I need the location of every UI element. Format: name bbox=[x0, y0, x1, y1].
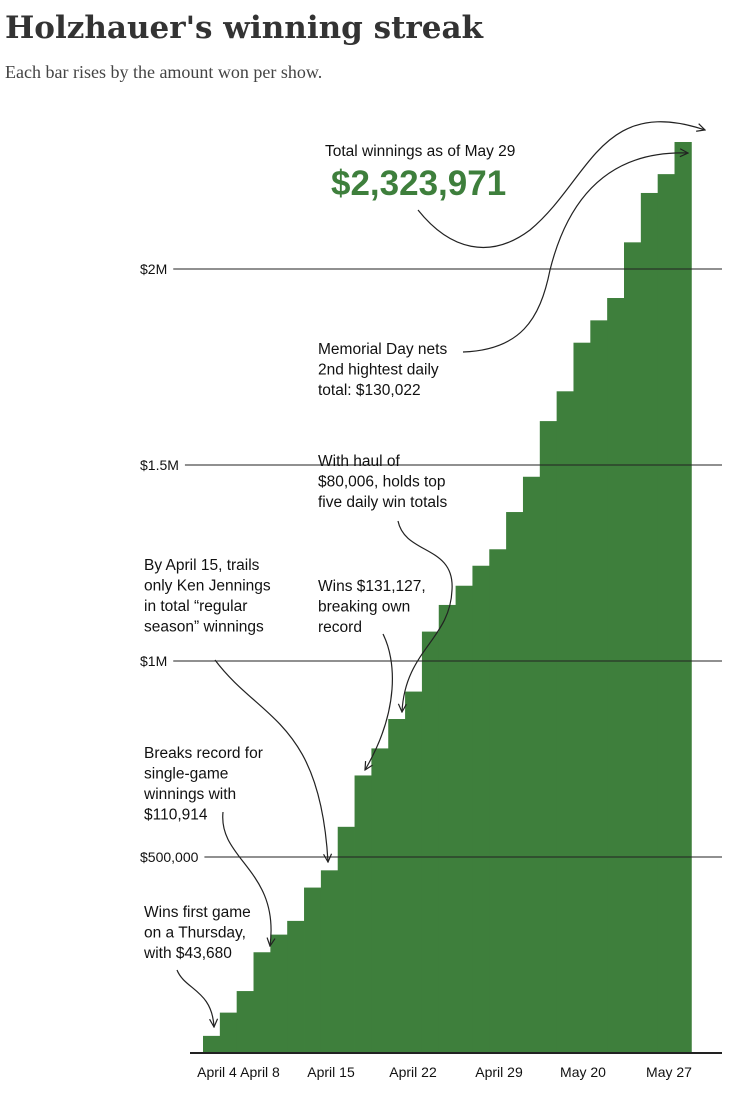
y-tick-label: $1.5M bbox=[140, 457, 179, 473]
annotation-line: total: $130,022 bbox=[318, 382, 421, 399]
bar bbox=[539, 421, 558, 1053]
annotation-line: breaking own bbox=[318, 599, 410, 616]
annotation-record: Breaks record for single-game winnings wit… bbox=[143, 745, 263, 824]
bar bbox=[270, 934, 288, 1053]
bar bbox=[522, 476, 541, 1053]
bar bbox=[674, 142, 692, 1054]
chart-title: Holzhauer's winning streak bbox=[5, 10, 484, 46]
x-tick-label: May 20 bbox=[560, 1064, 606, 1080]
annotation-line: in total “regular bbox=[144, 598, 247, 615]
bar bbox=[438, 604, 456, 1053]
bar bbox=[421, 631, 440, 1053]
x-tick-label: April 4 bbox=[197, 1064, 237, 1080]
bar bbox=[253, 952, 271, 1053]
bar bbox=[590, 320, 608, 1053]
bar bbox=[556, 391, 574, 1054]
annotation-total: Total winnings as of May 29 bbox=[325, 143, 515, 160]
annotation-first: Wins first game on a Thursday, with $43,68… bbox=[143, 904, 251, 962]
y-axis-labels: $500,000 $1M $1.5M $2M bbox=[140, 261, 199, 865]
annotation-arrow bbox=[176, 969, 214, 1027]
annotation-line: $110,914 bbox=[144, 807, 208, 824]
annotation-line: Breaks record for bbox=[144, 745, 263, 762]
annotation-line: With haul of bbox=[318, 453, 401, 470]
chart-subtitle: Each bar rises by the amount won per sho… bbox=[5, 62, 323, 82]
x-tick-label: April 15 bbox=[307, 1064, 355, 1080]
annotation-arrows bbox=[176, 121, 705, 1027]
bar bbox=[489, 549, 507, 1053]
bar bbox=[506, 512, 524, 1053]
annotation-line: Total winnings as of May 29 bbox=[325, 143, 515, 160]
bar bbox=[640, 192, 659, 1053]
bar bbox=[607, 298, 625, 1053]
annotation-line: single-game bbox=[144, 766, 228, 783]
bar bbox=[573, 342, 591, 1053]
annotation-line: Wins first game bbox=[144, 904, 251, 921]
bar bbox=[337, 826, 355, 1053]
y-tick-label: $500,000 bbox=[140, 849, 199, 865]
annotation-line: five daily win totals bbox=[318, 494, 447, 511]
x-tick-label: May 27 bbox=[646, 1064, 692, 1080]
bar bbox=[388, 719, 406, 1053]
bar bbox=[287, 920, 305, 1053]
bar bbox=[405, 691, 423, 1053]
annotation-line: Wins $131,127, bbox=[318, 578, 426, 595]
annotation-haul: With haul of $80,006, holds top five daily… bbox=[318, 453, 447, 511]
annotation-april15: By April 15, trails only Ken Jennings in t… bbox=[144, 557, 271, 636]
bar bbox=[236, 991, 254, 1053]
annotation-arrow bbox=[222, 811, 271, 946]
annotation-line: $80,006, holds top bbox=[318, 474, 446, 491]
y-tick-label: $1M bbox=[140, 653, 167, 669]
annotation-arrow bbox=[417, 121, 705, 248]
bar bbox=[472, 565, 490, 1053]
annotation-memorial: Memorial Day nets 2nd hightest daily total… bbox=[318, 341, 447, 399]
annotation-line: on a Thursday, bbox=[144, 925, 246, 942]
x-tick-label: April 22 bbox=[389, 1064, 437, 1080]
annotation-line: Memorial Day nets bbox=[318, 341, 447, 358]
x-tick-label: April 29 bbox=[475, 1064, 523, 1080]
x-tick-label: April 8 bbox=[240, 1064, 280, 1080]
annotation-line: By April 15, trails bbox=[144, 557, 260, 574]
annotation-line: season” winnings bbox=[144, 619, 264, 636]
annotations-group: Total winnings as of May 29 Memorial Day … bbox=[143, 143, 515, 962]
annotation-line: winnings with bbox=[143, 786, 236, 803]
bar bbox=[657, 174, 675, 1054]
bar bbox=[304, 887, 322, 1053]
bar bbox=[371, 748, 389, 1053]
annotation-line: with $43,680 bbox=[143, 945, 232, 962]
annotation-arrow bbox=[462, 153, 688, 353]
annotation-line: only Ken Jennings bbox=[144, 578, 271, 595]
annotation-arrow bbox=[214, 659, 328, 862]
x-axis-labels: April 4 April 8 April 15 April 22 April 29 Ma… bbox=[197, 1064, 692, 1080]
bars-group bbox=[203, 142, 692, 1054]
total-winnings-value: $2,323,971 bbox=[331, 164, 506, 203]
y-tick-label: $2M bbox=[140, 261, 167, 277]
bar bbox=[624, 242, 642, 1053]
bar bbox=[203, 1035, 221, 1053]
annotation-arrow bbox=[397, 520, 453, 712]
annotation-arrow bbox=[365, 633, 393, 770]
bar bbox=[219, 1012, 238, 1053]
gridlines-group bbox=[173, 268, 722, 858]
bar bbox=[354, 775, 372, 1053]
bar bbox=[455, 585, 473, 1053]
annotation-line: 2nd hightest daily bbox=[318, 362, 439, 379]
bar bbox=[320, 870, 339, 1053]
annotation-line: record bbox=[318, 619, 362, 636]
annotation-wins131: Wins $131,127, breaking own record bbox=[318, 578, 426, 636]
